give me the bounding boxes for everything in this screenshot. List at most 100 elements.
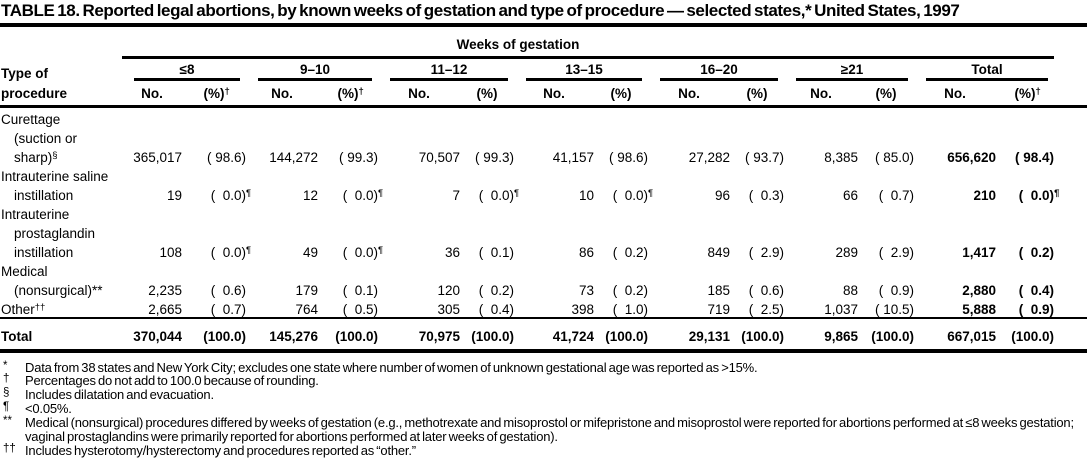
procedure-label: instillation [0,184,122,203]
footnote-text: Percentages do not add to 100.0 because … [25,373,319,389]
footnote: † Percentages do not add to 100.0 becaus… [0,373,1087,389]
procedure-label: (nonsurgical)** [0,279,122,298]
value-no: 19 [166,187,182,203]
spacer-cell [1054,81,1087,108]
label-text: prostaglandin [14,225,96,241]
value-pct: ( 98.6) [594,146,648,165]
spacer-cell [1054,146,1087,165]
pct-value: ( 0.4) [1018,282,1055,298]
footnote-symbol: * [3,359,8,372]
value-pct-total: ( 0.4) [996,279,1054,298]
subheader-pct: (%) [858,81,914,108]
value-pct: ( 0.0)¶ [612,187,654,203]
value-pct: ( 0.1) [460,241,514,260]
title-rule [0,23,1087,27]
value-pct-total: (100.0) [996,316,1055,353]
table-row: Curettage [0,106,1087,127]
group-header-9-10: 9–10 [246,57,378,81]
total-label: Total [0,316,122,353]
value-no: 144,272 [269,149,318,165]
pct-value: ( 99.3) [338,149,378,165]
value-no: 66 [842,187,858,203]
value-pct: ( 0.0)¶ [478,187,520,203]
gestation-table: Weeks of gestation Type of ≤8 9–10 11–12… [0,27,1087,353]
pct-value: ( 85.0) [874,149,914,165]
corner-cell [0,27,122,57]
value-no: 120 [437,282,460,298]
footnote: § Includes dilatation and evacuation. [0,387,1087,403]
value-pct: ( 0.0)¶ [342,187,384,203]
footnote-text: Includes dilatation and evacuation. [25,387,214,403]
subheader-pct: (%)† [996,81,1055,108]
value-pct: ( 2.5) [730,298,784,318]
value-pct: ( 0.6) [730,279,784,298]
value-no-total: 656,620 [947,149,996,165]
value-no: 36 [444,244,460,260]
pct-value: ( 99.3) [474,149,514,165]
weeks-of-gestation-label: Weeks of gestation [456,36,580,52]
value-pct: (100.0) [460,316,514,353]
footnotes: * Data from 38 states and New York City;… [0,359,1087,458]
pct-value: ( 0.3) [748,187,784,203]
value-no: 7 [452,187,460,203]
pct-value: ( 0.7) [210,301,246,317]
footnote-text: Includes hysterotomy/hysterectomy and pr… [25,442,416,458]
value-pct: ( 0.0)¶ [342,244,384,260]
value-no-total: 210 [973,187,996,203]
procedure-label: Intrauterine [0,203,1087,222]
value-no-total: 2,880 [962,282,996,298]
pct-label: (%) [203,85,225,101]
pct-value: ( 0.9) [878,282,914,298]
span-header-row: Weeks of gestation [0,27,1087,59]
pct-label: (%) [337,85,359,101]
procedure-label: Curettage [0,106,1087,127]
table-row-prostaglandin: instillation 108 ( 0.0)¶ 49 ( 0.0)¶ 36 (… [0,241,1087,260]
table-row: Medical [0,260,1087,279]
subheader-no: No. [246,81,318,108]
pct-value: ( 1.0) [612,301,648,317]
pct-label: (%) [610,85,632,101]
footnote: ** Medical (nonsurgical) procedures diff… [0,415,1087,444]
value-no: 305 [437,301,460,317]
group-header-ge21: ≥21 [784,57,914,81]
value-no: 1,037 [824,301,858,317]
value-no: 108 [159,244,182,260]
value-pct: ( 0.0)¶ [210,244,252,260]
value-pct-total: ( 0.9) [996,298,1054,318]
table-row: (suction or [0,127,1087,146]
footnote-symbol: ** [3,415,12,428]
pct-value: ( 0.1) [478,244,514,260]
pct-value: ( 0.0) [342,187,378,203]
pct-label: (%) [875,85,897,101]
table-row-medical: (nonsurgical)** 2,235 ( 0.6) 179 ( 0.1) … [0,279,1087,298]
value-no: 41,157 [552,149,594,165]
pct-value: ( 0.6) [210,282,246,298]
pct-value: ( 0.0) [210,187,246,203]
value-pct: ( 0.2) [594,279,648,298]
procedure-label: Medical [0,260,1087,279]
value-no: 145,276 [246,316,318,353]
value-pct: ( 99.3) [318,146,378,165]
label-text: (nonsurgical)** [14,282,103,298]
table-row-other: Other†† 2,665 ( 0.7) 764 ( 0.5) 305 ( 0.… [0,298,1087,318]
value-pct: ( 0.1) [318,279,378,298]
pct-value: ( 0.1) [342,282,378,298]
value-no: 719 [707,301,730,317]
pct-value: ( 0.4) [478,301,514,317]
subheader-no: No. [914,81,996,108]
spacer-cell [1054,184,1087,203]
value-pct: ( 1.0) [594,298,648,318]
value-no: 12 [302,187,318,203]
footnote-symbol: †† [3,442,16,455]
label-text: Other†† [1,301,46,317]
value-pct: ( 0.3) [730,184,784,203]
footnote: * Data from 38 states and New York City;… [0,359,1087,375]
value-pct: (100.0) [730,316,784,353]
pct-value: ( 0.2) [612,282,648,298]
value-pct: (100.0) [318,316,378,353]
value-pct-total: ( 98.4) [996,146,1054,165]
group-header-row: Type of ≤8 9–10 11–12 13–15 16–20 ≥21 To… [0,57,1087,81]
value-no: 179 [295,282,318,298]
pct-value: ( 0.0) [1018,187,1055,203]
